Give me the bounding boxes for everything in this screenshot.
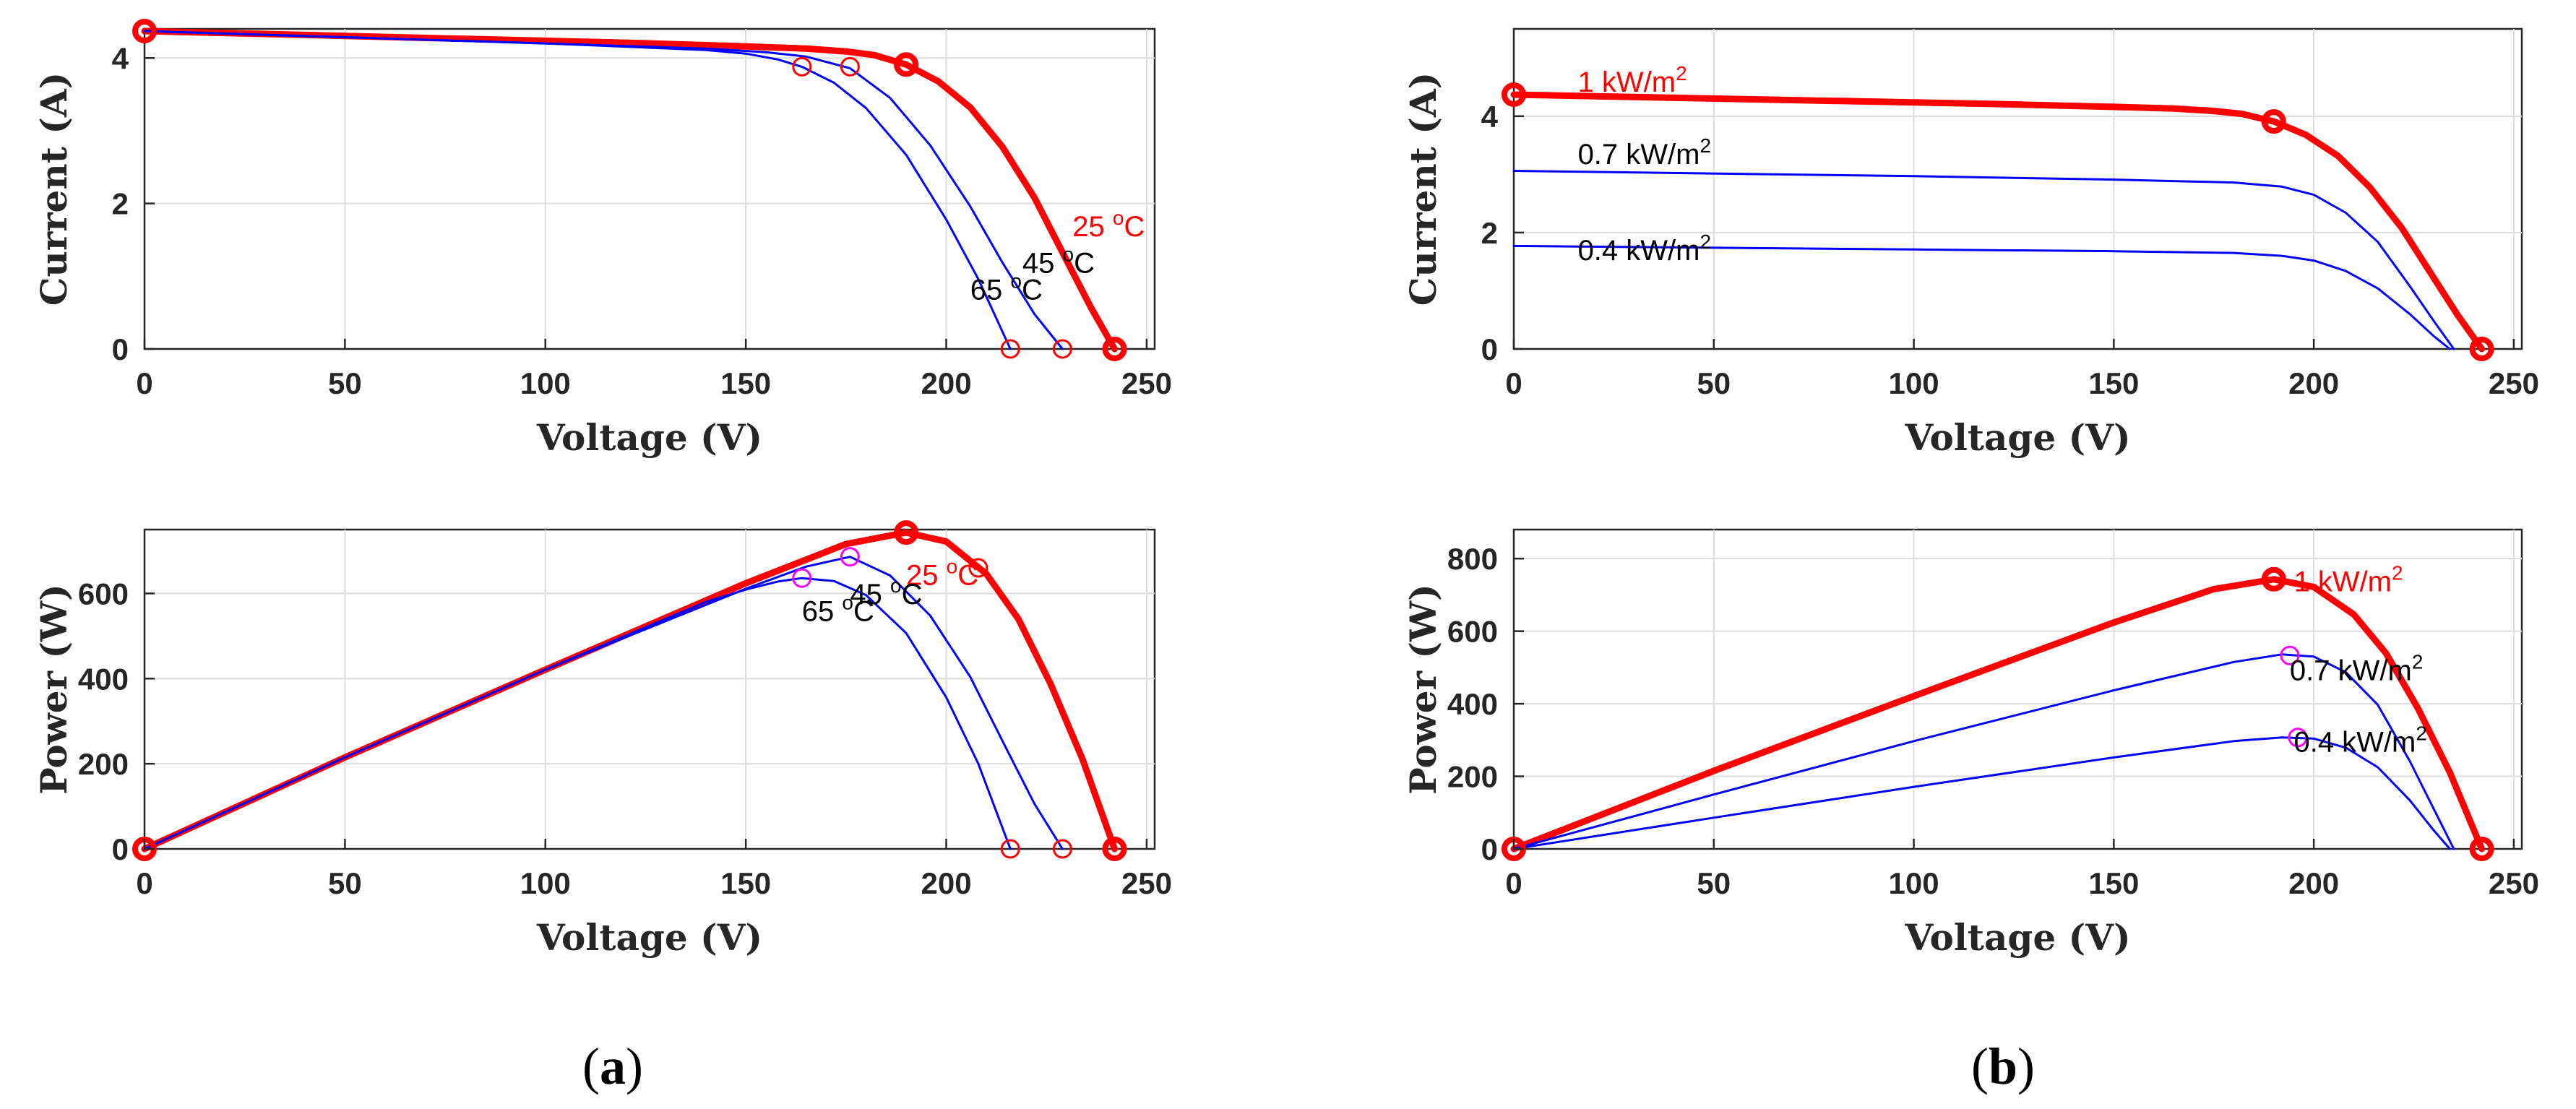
a-pv-series-line-2 xyxy=(143,577,1012,850)
panel-b-pv-chart: 1 kW/m2 0.7 kW/m2 0.4 kW/m2 0 50 100 150 200 250… xyxy=(1402,528,2539,959)
b-pv-plot-area xyxy=(1512,528,2523,850)
b-iv-ytick-label: 4 xyxy=(1481,100,1499,134)
b-iv-marker-0-0 xyxy=(1502,82,1526,108)
b-iv-marker-0-2 xyxy=(2469,337,2494,361)
b-pv-series-label-2: 0.4 kW/m2 xyxy=(2293,722,2426,758)
a-iv-xlabel: Voltage (V) xyxy=(536,416,762,459)
a-pv-series-label-0: 25 oC xyxy=(906,556,978,592)
a-iv-series-line-1 xyxy=(143,30,1064,350)
a-pv-plot-area xyxy=(143,528,1156,850)
b-iv-xtick-label: 0 xyxy=(1505,366,1522,400)
b-pv-series-label-1: 0.7 kW/m2 xyxy=(2290,650,2423,686)
a-iv-series-label-0: 25 oC xyxy=(1072,207,1145,243)
b-pv-xtick-label: 150 xyxy=(2088,866,2139,900)
b-pv-marker-0-1 xyxy=(2261,566,2286,592)
b-iv-xtick-label: 100 xyxy=(1889,366,1939,400)
a-iv-series-label-1: 45 oC xyxy=(1022,243,1095,279)
b-pv-ytick-label: 600 xyxy=(1447,615,1498,649)
a-pv-xtick-label: 50 xyxy=(328,866,362,900)
panel-b-iv-chart: 1 kW/m2 0.7 kW/m2 0.4 kW/m2 0 50 100 150 200 250… xyxy=(1402,27,2539,459)
a-iv-series-line-0 xyxy=(141,27,1118,353)
a-pv-series-label-1: 45 oC xyxy=(850,574,922,610)
a-pv-xtick-label: 0 xyxy=(136,866,152,900)
a-iv-xtick-label: 50 xyxy=(328,366,362,400)
a-pv-marker-0-1 xyxy=(894,520,919,545)
a-pv-xtick-label: 200 xyxy=(921,866,971,900)
b-iv-plot-area xyxy=(1512,27,2523,350)
b-pv-ylabel: Power (W) xyxy=(1402,584,1444,795)
b-pv-xtick-label: 50 xyxy=(1697,866,1731,900)
a-iv-xtick-label: 0 xyxy=(136,366,152,400)
b-pv-xtick-label: 250 xyxy=(2489,866,2539,900)
a-pv-ytick-label: 600 xyxy=(78,577,129,610)
b-pv-marker-1-0 xyxy=(2280,645,2300,665)
b-iv-xtick-label: 250 xyxy=(2489,366,2539,400)
b-pv-ytick-label: 200 xyxy=(1447,760,1498,794)
b-pv-series-line-2 xyxy=(1512,736,2451,850)
a-iv-marker-1-1 xyxy=(1052,339,1072,359)
a-pv-marker-1-1 xyxy=(1052,839,1072,859)
a-pv-xtick-label: 250 xyxy=(1121,866,1172,900)
a-iv-ytick-label: 0 xyxy=(112,332,129,366)
b-iv-series-label-0: 1 kW/m2 xyxy=(1578,62,1687,98)
b-pv-ytick-label: 400 xyxy=(1447,687,1498,721)
b-iv-ytick-label: 0 xyxy=(1481,332,1498,366)
b-iv-series-label-1: 0.7 kW/m2 xyxy=(1578,134,1711,171)
b-pv-series-line-0 xyxy=(1510,576,2486,853)
panel-label-a: (a) xyxy=(582,1037,643,1095)
b-iv-ytick-label: 2 xyxy=(1481,216,1498,250)
b-iv-series-label-2: 0.4 kW/m2 xyxy=(1578,230,1711,267)
b-iv-ylabel: Current (A) xyxy=(1402,72,1444,306)
b-pv-xtick-label: 200 xyxy=(2288,866,2339,900)
a-iv-xtick-label: 100 xyxy=(520,366,571,400)
a-iv-marker-2-1 xyxy=(1000,339,1020,359)
a-iv-xtick-label: 200 xyxy=(921,366,971,400)
a-iv-ylabel: Current (A) xyxy=(33,72,75,306)
a-pv-xtick-label: 100 xyxy=(520,866,571,900)
b-pv-marker-0-2 xyxy=(2469,837,2494,861)
a-iv-marker-0-1 xyxy=(894,52,919,77)
b-iv-xtick-label: 150 xyxy=(2088,366,2139,400)
b-iv-marker-0-1 xyxy=(2261,109,2286,134)
a-pv-marker-1-0 xyxy=(840,547,860,567)
a-pv-marker-0-3 xyxy=(968,558,988,578)
b-pv-xlabel: Voltage (V) xyxy=(1904,916,2130,959)
a-iv-ytick-label: 4 xyxy=(112,41,129,75)
a-pv-ytick-label: 400 xyxy=(78,662,129,696)
a-iv-xtick-label: 150 xyxy=(720,366,771,400)
b-pv-xtick-label: 0 xyxy=(1505,866,1522,900)
panel-label-b: (b) xyxy=(1971,1037,2035,1095)
a-iv-marker-1-0 xyxy=(840,56,860,77)
a-pv-marker-2-1 xyxy=(1000,839,1020,859)
b-pv-ytick-label: 800 xyxy=(1447,542,1498,576)
a-pv-xtick-label: 150 xyxy=(720,866,771,900)
a-pv-marker-0-2 xyxy=(1102,837,1127,861)
a-iv-ytick-label: 2 xyxy=(112,187,129,221)
b-iv-series-line-2 xyxy=(1512,244,2451,350)
a-iv-marker-0-2 xyxy=(1102,337,1127,361)
a-pv-xlabel: Voltage (V) xyxy=(536,916,762,959)
a-iv-marker-2-0 xyxy=(792,56,812,77)
a-pv-ytick-label: 0 xyxy=(112,832,129,866)
b-iv-xtick-label: 200 xyxy=(2288,366,2339,400)
b-pv-xtick-label: 100 xyxy=(1889,866,1939,900)
a-iv-series-line-2 xyxy=(143,30,1012,350)
a-pv-marker-2-0 xyxy=(792,568,812,588)
b-iv-xlabel: Voltage (V) xyxy=(1904,416,2130,459)
a-pv-ylabel: Power (W) xyxy=(33,584,75,795)
b-iv-xtick-label: 50 xyxy=(1697,366,1731,400)
b-pv-series-label-0: 1 kW/m2 xyxy=(2293,561,2403,597)
a-pv-series-label-2: 65 oC xyxy=(802,592,874,628)
a-pv-ytick-label: 200 xyxy=(78,747,129,781)
b-pv-marker-2-0 xyxy=(2288,728,2308,748)
a-iv-marker-0-0 xyxy=(132,19,157,44)
b-pv-ytick-label: 0 xyxy=(1481,832,1498,866)
b-iv-series-line-1 xyxy=(1512,170,2455,350)
a-iv-xtick-label: 250 xyxy=(1121,366,1172,400)
b-iv-series-line-0 xyxy=(1510,91,2486,353)
a-iv-series-label-2: 65 oC xyxy=(970,270,1043,306)
